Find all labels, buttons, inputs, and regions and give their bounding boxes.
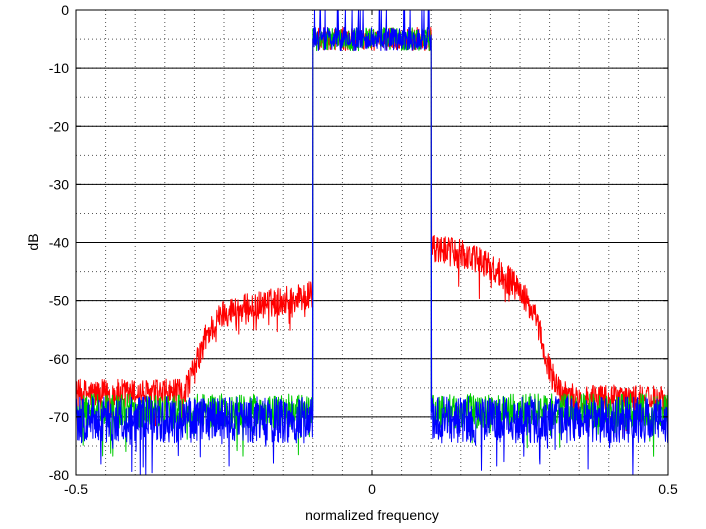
y-tick-label: -60 <box>49 351 69 367</box>
x-tick-label: 0.5 <box>658 481 678 497</box>
y-axis-label: dB <box>25 233 41 250</box>
y-tick-label: -80 <box>49 467 69 483</box>
x-tick-label: -0.5 <box>64 481 88 497</box>
y-tick-label: -30 <box>49 176 69 192</box>
y-tick-label: -50 <box>49 293 69 309</box>
series-layer <box>75 9 669 476</box>
ticks <box>75 9 669 476</box>
y-tick-label: 0 <box>61 2 69 18</box>
series-line-2 <box>75 9 669 476</box>
y-tick-label: -40 <box>49 235 69 251</box>
x-axis-label: normalized frequency <box>305 507 439 523</box>
x-tick-label: 0 <box>368 481 376 497</box>
y-tick-label: -70 <box>49 409 69 425</box>
y-tick-label: -20 <box>49 118 69 134</box>
y-tick-label: -10 <box>49 60 69 76</box>
tick-labels: -0.5 0 0.5 0 -10 -20 -30 -40 -50 -60 -70 -80 <box>49 2 678 497</box>
